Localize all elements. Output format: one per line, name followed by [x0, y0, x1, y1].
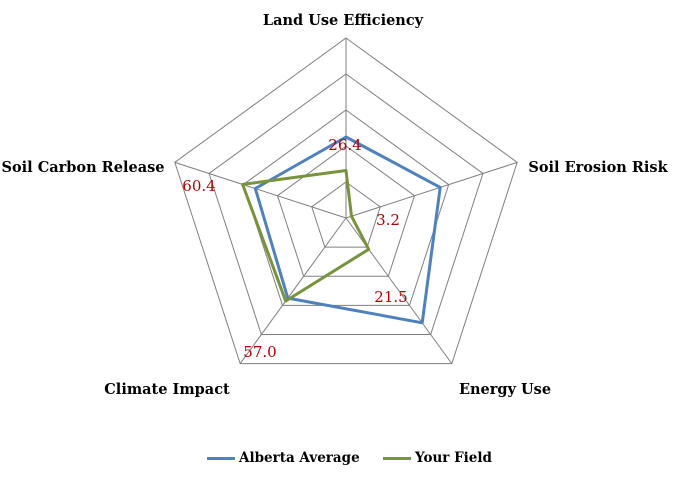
- data-label-land-use: 26.4: [328, 136, 361, 154]
- data-label-soil-carbon: 60.4: [182, 177, 215, 195]
- axis-label-land-use: Land Use Efficiency: [263, 12, 424, 29]
- spoke-4: [174, 161, 347, 219]
- legend-label-alberta-average: Alberta Average: [239, 450, 360, 466]
- legend-item-alberta-average: Alberta Average: [207, 446, 360, 470]
- grid-ring-2: [276, 145, 416, 277]
- data-label-climate-impact: 57.0: [243, 343, 276, 361]
- legend-label-your-field: Your Field: [415, 450, 492, 466]
- axis-label-energy-use: Energy Use: [459, 381, 551, 398]
- series-line-your-field: [241, 169, 371, 303]
- radar-grid: [174, 37, 518, 365]
- spoke-3: [239, 217, 347, 364]
- grid-ring-5: [174, 37, 518, 365]
- grid-ring-1: [311, 181, 381, 248]
- chart-legend: Alberta Average Your Field: [0, 446, 680, 470]
- axis-label-soil-carbon: Soil Carbon Release: [2, 159, 165, 176]
- radar-series-group: [241, 135, 442, 325]
- radar-spokes: [174, 38, 518, 364]
- spoke-1: [345, 161, 518, 219]
- data-labels: 26.4 3.2 21.5 57.0 60.4: [182, 136, 407, 361]
- data-label-soil-erosion: 3.2: [376, 211, 400, 229]
- axis-label-climate-impact: Climate Impact: [104, 381, 230, 398]
- grid-ring-3: [242, 109, 450, 306]
- axis-label-soil-erosion: Soil Erosion Risk: [528, 159, 668, 176]
- axis-labels: Land Use Efficiency Soil Erosion Risk En…: [2, 12, 669, 398]
- data-label-energy-use: 21.5: [374, 288, 407, 306]
- grid-ring-4: [208, 73, 484, 335]
- legend-swatch-alberta-average: [207, 456, 235, 460]
- legend-swatch-your-field: [383, 456, 411, 460]
- legend-item-your-field: Your Field: [383, 446, 492, 470]
